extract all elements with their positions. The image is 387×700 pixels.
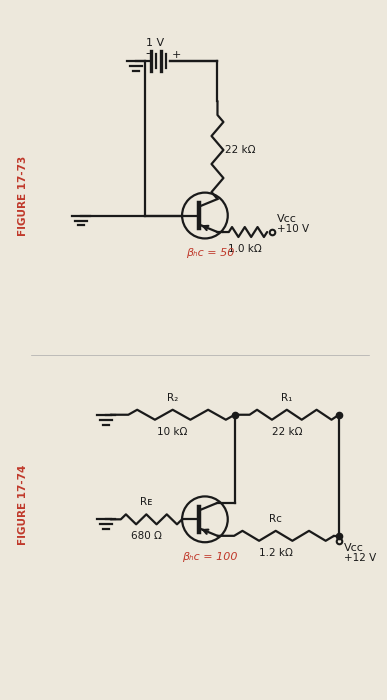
Text: βₕᴄ = 50: βₕᴄ = 50 <box>186 248 234 258</box>
Text: βₕᴄ = 100: βₕᴄ = 100 <box>182 552 238 562</box>
Text: 1.0 kΩ: 1.0 kΩ <box>228 244 262 254</box>
Text: Vᴄᴄ: Vᴄᴄ <box>344 542 364 553</box>
Text: +10 V: +10 V <box>277 224 309 234</box>
Text: 680 Ω: 680 Ω <box>131 531 162 541</box>
Text: Rᴇ: Rᴇ <box>140 498 152 508</box>
Text: +12 V: +12 V <box>344 553 376 563</box>
Text: 22 kΩ: 22 kΩ <box>272 427 302 437</box>
Text: -: - <box>146 47 150 60</box>
Text: FIGURE 17-74: FIGURE 17-74 <box>18 464 28 545</box>
Text: Rᴄ: Rᴄ <box>269 514 282 524</box>
Text: 22 kΩ: 22 kΩ <box>225 145 256 155</box>
Text: R₂: R₂ <box>167 393 178 402</box>
Text: 10 kΩ: 10 kΩ <box>158 427 188 437</box>
Text: R₁: R₁ <box>281 393 293 402</box>
Text: FIGURE 17-73: FIGURE 17-73 <box>18 155 28 236</box>
Text: 1.2 kΩ: 1.2 kΩ <box>259 548 293 558</box>
Text: Vᴄᴄ: Vᴄᴄ <box>277 214 297 224</box>
Text: +: + <box>172 50 182 60</box>
Text: 1 V: 1 V <box>146 38 164 48</box>
